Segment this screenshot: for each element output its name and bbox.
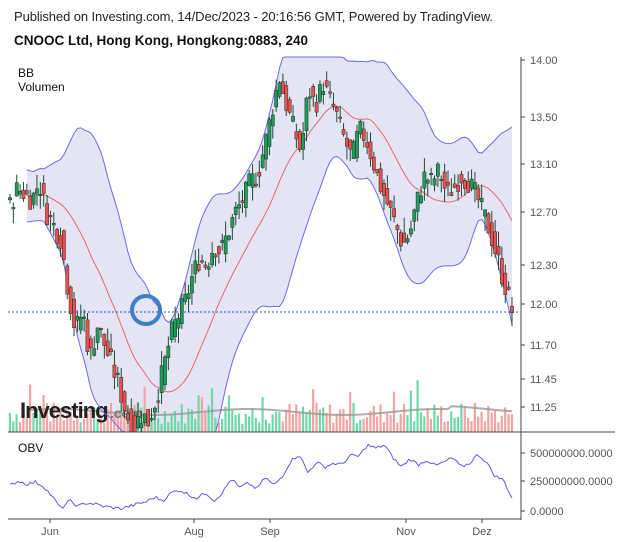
svg-text:Sep: Sep (260, 526, 280, 538)
svg-text:Dez: Dez (472, 526, 492, 538)
svg-text:11.45: 11.45 (530, 374, 557, 386)
svg-text:500000000.0000: 500000000.0000 (530, 448, 613, 460)
svg-text:13.50: 13.50 (530, 112, 558, 124)
obv-line (9, 443, 513, 511)
svg-text:13.10: 13.10 (530, 159, 558, 171)
bollinger-band-lines (26, 56, 513, 433)
svg-text:Jun: Jun (41, 526, 59, 538)
svg-text:12.30: 12.30 (530, 260, 558, 272)
svg-text:11.70: 11.70 (530, 340, 557, 352)
svg-text:Investing: Investing (20, 398, 108, 423)
highlight-circle (130, 294, 162, 326)
svg-text:12.70: 12.70 (530, 207, 558, 219)
svg-text:250000000.0000: 250000000.0000 (530, 476, 613, 488)
svg-text:14.00: 14.00 (530, 55, 558, 67)
candlesticks (8, 71, 514, 433)
volume-bars (8, 380, 513, 432)
legend-bb: BB (18, 66, 35, 80)
legend-volume: Volumen (18, 80, 65, 94)
legend-obv: OBV (18, 441, 44, 455)
bollinger-band-fill (26, 57, 512, 432)
svg-text:Aug: Aug (184, 526, 204, 538)
svg-text:Nov: Nov (396, 526, 416, 538)
axes: 14.00 13.50 13.10 12.70 12.30 12.00 11.70 11.45… (8, 55, 615, 538)
svg-text:0.0000: 0.0000 (530, 506, 564, 518)
svg-text:12.00: 12.00 (530, 299, 558, 311)
svg-text:11.25: 11.25 (530, 402, 557, 414)
published-caption: Published on Investing.com, 14/Dec/2023 … (14, 9, 493, 24)
chart-title: CNOOC Ltd, Hong Kong, Hongkong:0883, 240 (14, 33, 309, 48)
